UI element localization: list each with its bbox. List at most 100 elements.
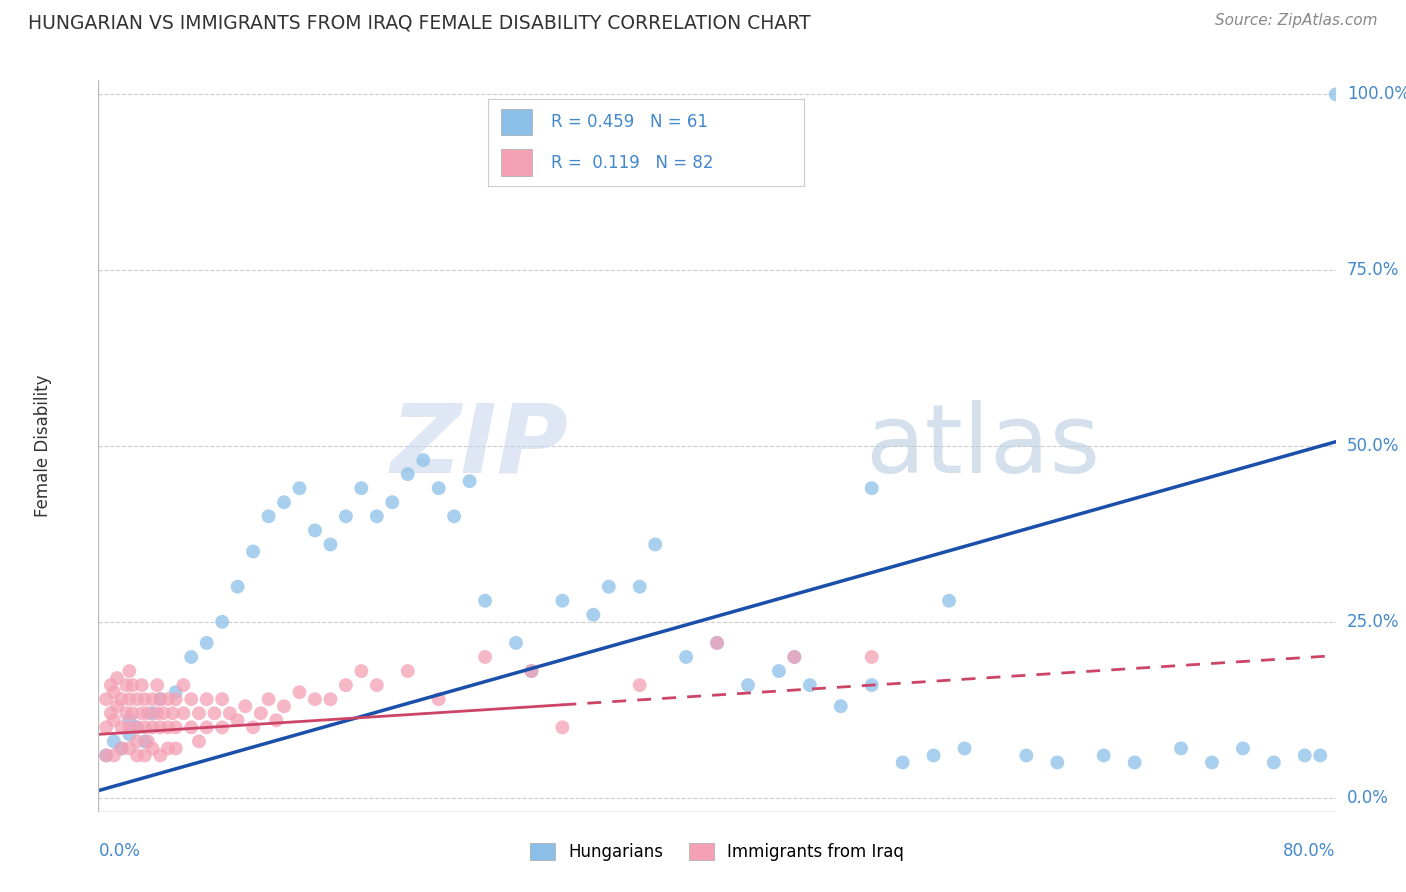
Point (141, 720, 165, 734)
Point (366, 509, 388, 524)
Point (134, 692, 156, 706)
Point (551, 720, 574, 734)
Point (366, 678, 388, 692)
Point (172, 678, 194, 692)
Point (211, 692, 233, 706)
Point (1324, 87, 1347, 102)
Text: 50.0%: 50.0% (1347, 437, 1399, 455)
Point (172, 706, 194, 721)
Point (127, 720, 149, 734)
Point (273, 699, 295, 714)
Point (131, 706, 153, 721)
Point (830, 699, 852, 714)
Point (233, 699, 257, 714)
Point (582, 607, 605, 622)
Point (146, 678, 169, 692)
Point (118, 720, 141, 734)
Point (118, 741, 141, 756)
Point (204, 706, 226, 721)
Point (675, 650, 697, 665)
Point (783, 650, 806, 665)
Point (860, 650, 883, 665)
Point (162, 706, 184, 721)
Point (103, 748, 125, 763)
Point (149, 748, 172, 763)
Point (1263, 756, 1285, 770)
Point (165, 685, 187, 699)
Point (443, 509, 465, 524)
Point (412, 453, 434, 467)
Point (335, 509, 357, 524)
Point (474, 593, 496, 607)
FancyBboxPatch shape (501, 150, 533, 176)
Point (396, 664, 419, 678)
Point (891, 756, 914, 770)
Point (319, 692, 342, 706)
Point (134, 748, 156, 763)
Point (96, 720, 118, 734)
Point (226, 580, 249, 594)
Point (149, 692, 172, 706)
Text: Source: ZipAtlas.com: Source: ZipAtlas.com (1215, 13, 1378, 29)
Text: R = 0.459   N = 61: R = 0.459 N = 61 (551, 113, 709, 131)
Point (157, 741, 180, 756)
Point (180, 720, 202, 734)
Point (706, 636, 728, 650)
Point (118, 727, 141, 741)
Point (165, 692, 187, 706)
Point (96, 748, 118, 763)
Point (242, 720, 264, 734)
Point (211, 720, 233, 734)
Point (598, 580, 620, 594)
Text: 75.0%: 75.0% (1347, 261, 1399, 279)
Point (111, 692, 132, 706)
Point (219, 706, 242, 721)
Point (628, 580, 651, 594)
Point (350, 664, 373, 678)
Point (288, 685, 311, 699)
Point (165, 741, 187, 756)
Point (118, 714, 141, 728)
Point (1309, 748, 1331, 763)
Point (644, 537, 666, 551)
Point (134, 734, 156, 748)
Legend: Hungarians, Immigrants from Iraq: Hungarians, Immigrants from Iraq (522, 834, 912, 869)
Point (118, 664, 141, 678)
Point (141, 741, 165, 756)
Point (118, 692, 141, 706)
Point (799, 678, 821, 692)
Point (1170, 741, 1192, 756)
Point (319, 537, 342, 551)
Point (335, 678, 357, 692)
Point (149, 692, 172, 706)
Point (188, 706, 211, 721)
Point (141, 692, 165, 706)
Point (103, 714, 125, 728)
Point (226, 714, 249, 728)
Point (551, 593, 574, 607)
Point (165, 720, 187, 734)
Point (860, 481, 883, 495)
Point (1201, 756, 1223, 770)
Point (105, 699, 128, 714)
Point (938, 593, 960, 607)
Point (127, 748, 149, 763)
Point (180, 650, 202, 665)
Text: 80.0%: 80.0% (1284, 842, 1336, 860)
Point (427, 692, 450, 706)
Point (111, 741, 132, 756)
Point (180, 692, 202, 706)
Point (100, 706, 122, 721)
Point (131, 678, 153, 692)
Text: HUNGARIAN VS IMMIGRANTS FROM IRAQ FEMALE DISABILITY CORRELATION CHART: HUNGARIAN VS IMMIGRANTS FROM IRAQ FEMALE… (28, 13, 811, 32)
Point (100, 678, 122, 692)
Text: ZIP: ZIP (391, 400, 568, 492)
Point (860, 678, 883, 692)
Text: Female Disability: Female Disability (34, 375, 52, 517)
FancyBboxPatch shape (501, 109, 533, 136)
Point (953, 741, 976, 756)
Point (768, 664, 790, 678)
Point (783, 650, 806, 665)
Text: 0.0%: 0.0% (1347, 789, 1389, 806)
Point (134, 720, 156, 734)
